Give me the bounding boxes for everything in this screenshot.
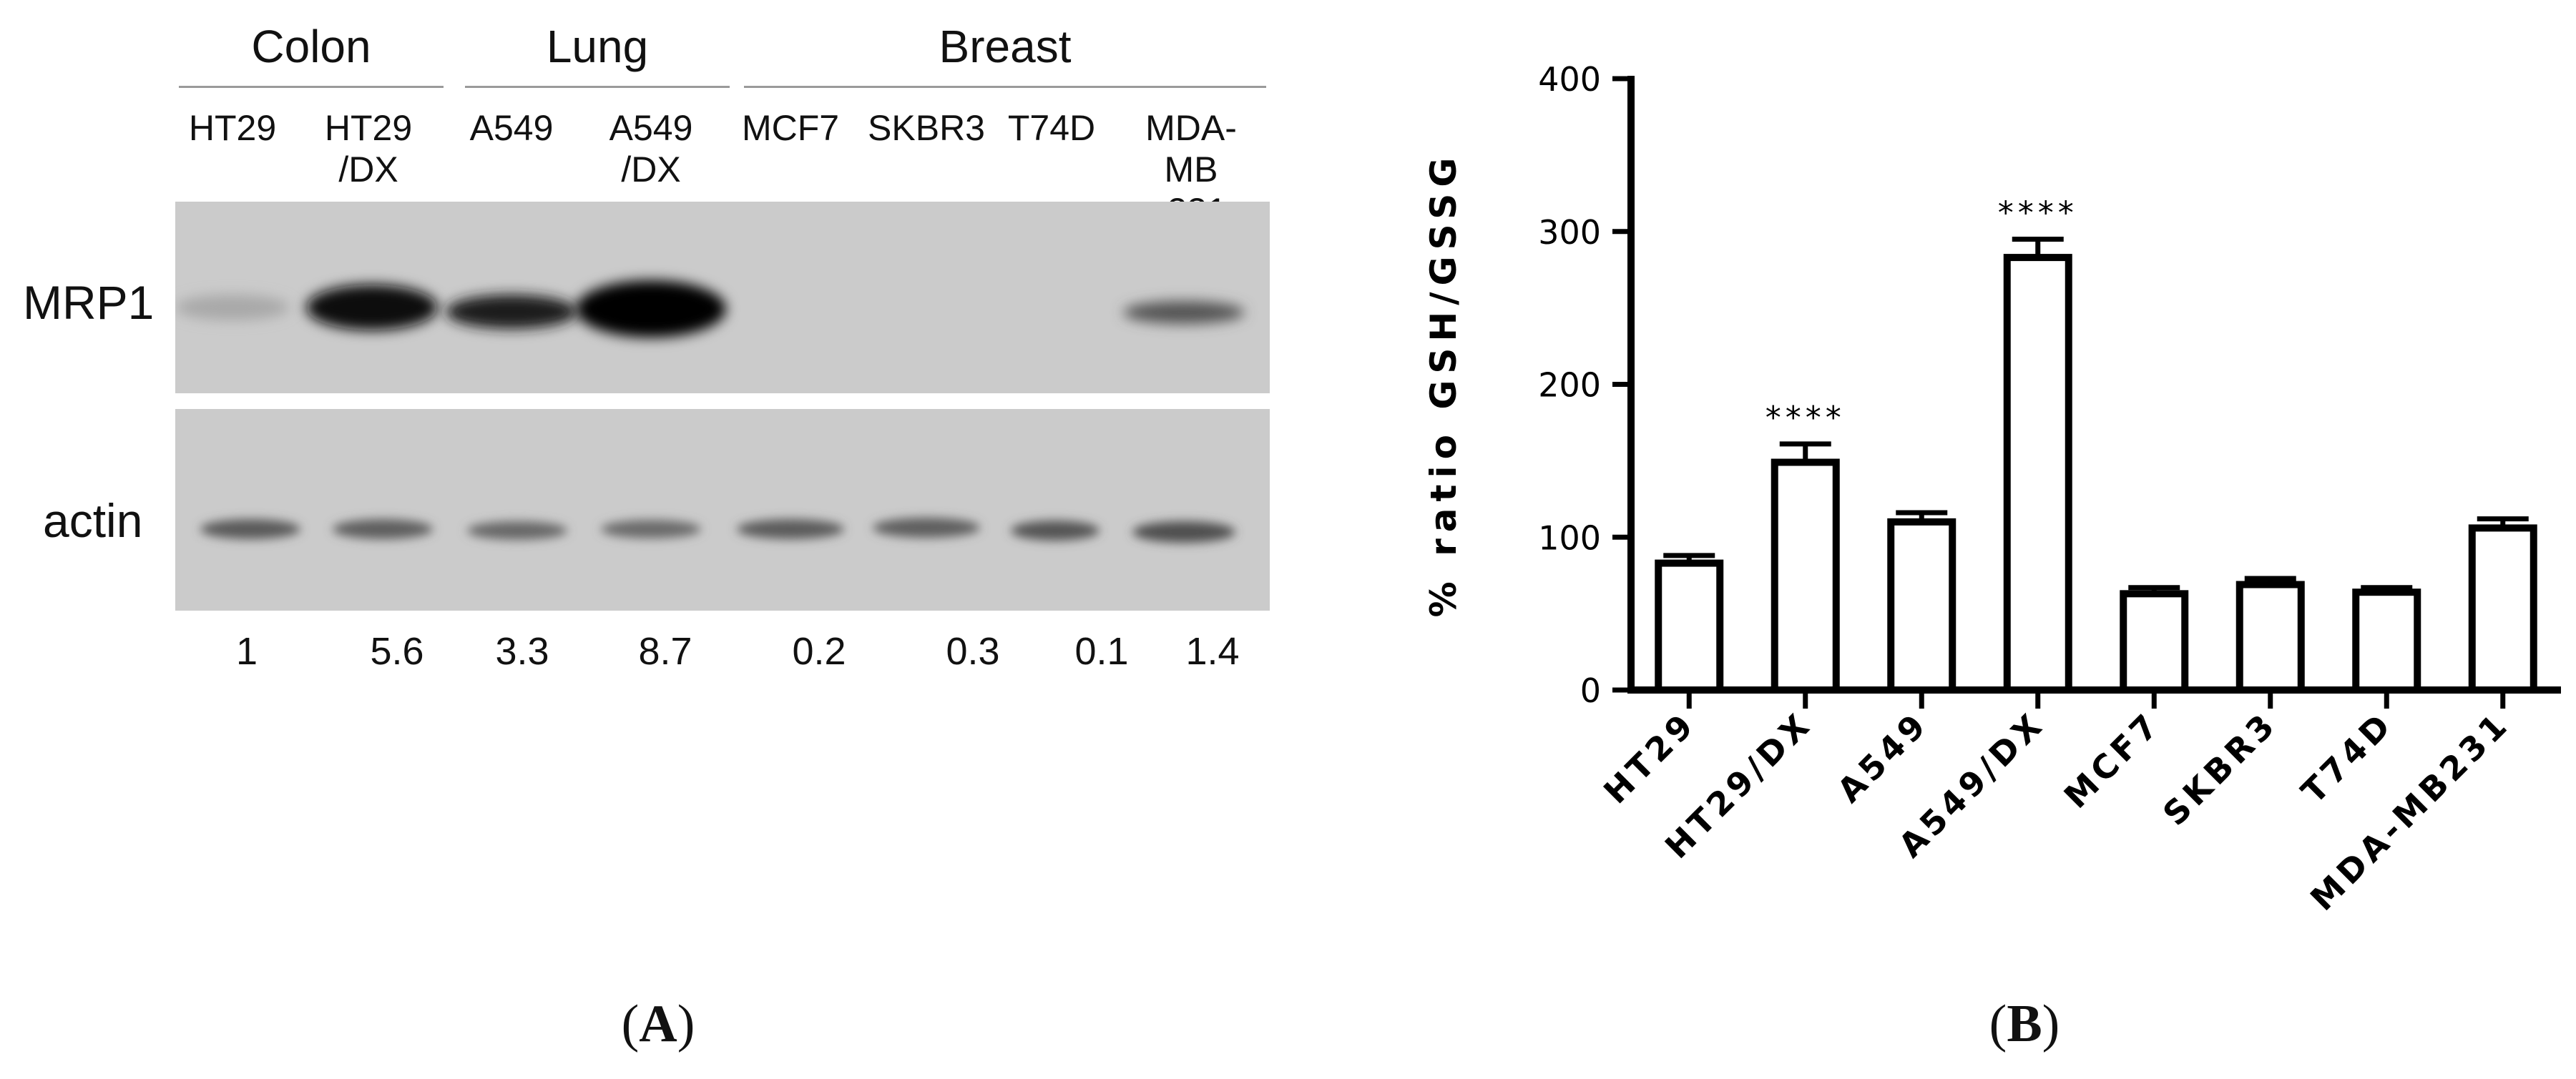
x-tick-label: T74D [2293, 704, 2401, 812]
bar [1887, 518, 1957, 694]
actin-blot-strip [175, 409, 1270, 611]
panel-b-letter: B [2007, 995, 2042, 1053]
band [1011, 521, 1100, 541]
quant-value: 8.7 [638, 630, 692, 673]
band [1132, 521, 1235, 543]
x-tick-label: HT29 [1596, 704, 1703, 812]
band [601, 520, 701, 538]
row-label-actin: actin [43, 494, 143, 547]
lane-label: A549 [469, 108, 554, 148]
band [576, 280, 726, 338]
band [737, 519, 844, 539]
panel-a-caption: (A) [621, 995, 695, 1053]
group-divider-colon [179, 86, 444, 88]
y-tick-label: 100 [1538, 518, 1601, 557]
group-divider-breast [744, 86, 1266, 88]
y-tick-label: 400 [1538, 60, 1601, 99]
quant-value: 0.3 [946, 630, 1000, 673]
bar [2468, 524, 2537, 694]
group-label-lung: Lung [546, 21, 649, 72]
band [446, 295, 577, 329]
x-tick-label: MCF7 [2057, 704, 2168, 816]
y-axis-title: % ratio GSH/GSSG [1423, 152, 1464, 618]
bar-chart-panel: 0 100 200 300 400% ratio GSH/GSSG HT29 **** HT2… [1388, 0, 2576, 1079]
quant-value: 1.4 [1185, 630, 1240, 673]
panel-b-caption: (B) [1989, 995, 2060, 1053]
panel-a-letter: A [639, 995, 677, 1053]
quant-value: 5.6 [370, 630, 424, 673]
bar [2235, 581, 2305, 694]
bar [1655, 559, 1724, 694]
band [467, 521, 567, 540]
significance-label: **** [1998, 194, 2078, 231]
x-tick-label: SKBR3 [2155, 704, 2285, 834]
y-tick-label: 0 [1580, 671, 1601, 710]
group-divider-lung [465, 86, 730, 88]
actin-bands [200, 518, 1235, 543]
bar [2352, 588, 2421, 694]
significance-label: **** [1766, 400, 1846, 436]
lane-label: T74D [1007, 108, 1096, 148]
bar [2003, 254, 2072, 694]
band [175, 295, 290, 320]
quant-value: 0.2 [792, 630, 846, 673]
band [306, 285, 438, 330]
quant-value: 3.3 [495, 630, 549, 673]
band [1123, 301, 1245, 324]
row-label-mrp1: MRP1 [23, 276, 155, 329]
western-blot-panel: Colon Lung Breast HT29 HT29 /DX A549 A54… [23, 21, 1270, 1053]
band [873, 518, 980, 538]
y-tick-label: 200 [1538, 366, 1601, 405]
lane-label: HT29 [188, 108, 277, 148]
group-label-colon: Colon [251, 21, 371, 72]
quant-value: 0.1 [1074, 630, 1129, 673]
x-tick-label: MDA-MB231 [2303, 704, 2517, 918]
band [333, 519, 433, 539]
mrp1-bands [175, 280, 1245, 338]
mrp1-blot-strip [175, 202, 1270, 393]
group-label-breast: Breast [939, 21, 1072, 72]
bar [1771, 458, 1840, 694]
band [200, 519, 300, 539]
bar [2120, 590, 2189, 694]
quant-value: 1 [235, 630, 258, 673]
lane-label: A549 /DX [609, 108, 693, 189]
y-tick-label: 300 [1538, 213, 1601, 252]
x-tick-label: A549 [1830, 704, 1936, 810]
lane-label: HT29 /DX [324, 108, 413, 189]
lane-label: MCF7 [741, 108, 840, 148]
lane-label: SKBR3 [868, 108, 985, 148]
